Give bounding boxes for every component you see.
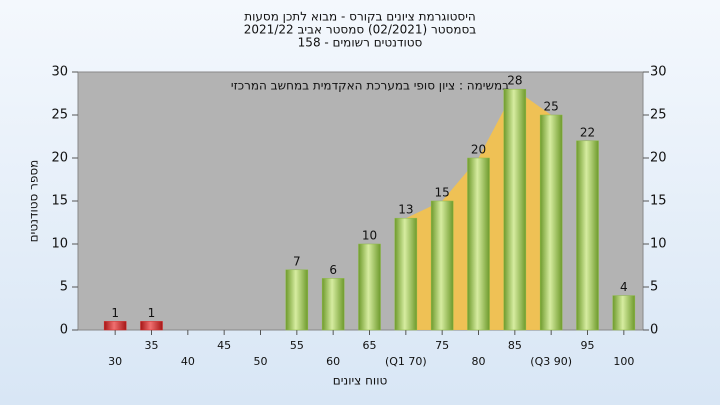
x-tick-label: 85: [508, 339, 522, 352]
y-tick-label: 30: [51, 65, 68, 80]
value-label: 7: [293, 254, 301, 268]
bar: [430, 200, 454, 331]
value-label: 13: [398, 203, 413, 217]
chart-subtitle: סטודנטים רשומים - 158: [298, 36, 423, 50]
y-axis-label: מספר סטודנטים: [27, 160, 41, 243]
value-label: 1: [111, 306, 119, 320]
x-tick-label: 75: [435, 339, 449, 352]
y-tick-label: 15: [650, 194, 667, 209]
y-tick-label: 0: [650, 323, 658, 338]
bar: [140, 321, 163, 331]
value-label: 22: [580, 125, 595, 139]
bar: [539, 114, 563, 331]
bar: [358, 243, 381, 331]
bar: [394, 217, 418, 331]
value-label: 4: [620, 280, 628, 294]
value-label: 20: [471, 143, 486, 157]
y-tick-label: 30: [650, 65, 667, 80]
value-label: 6: [329, 263, 337, 277]
x-tick-label: 30: [108, 355, 122, 368]
bar: [321, 278, 345, 331]
x-tick-label: 45: [217, 339, 231, 352]
x-tick-label: 80: [472, 355, 486, 368]
y-tick-label: 25: [650, 108, 667, 123]
y-tick-label: 5: [60, 280, 68, 295]
bar: [467, 157, 490, 331]
annotation: במשימה : ציון סופי במערכת האקדמית במחשב …: [231, 79, 509, 93]
x-tick-label: 100: [613, 355, 634, 368]
x-tick-label: 40: [181, 355, 195, 368]
x-tick-label: 50: [254, 355, 268, 368]
y-tick-label: 20: [51, 151, 68, 166]
chart-subtitle: בסמסטר (02/2021) סמסטר אביב 2021/22: [244, 23, 476, 37]
value-label: 1: [148, 306, 156, 320]
value-label: 25: [544, 100, 559, 114]
value-label: 28: [507, 74, 522, 88]
y-tick-label: 5: [650, 280, 658, 295]
value-label: 10: [362, 229, 377, 243]
bar: [576, 140, 599, 331]
y-tick-label: 10: [650, 237, 667, 252]
bar: [103, 321, 127, 331]
y-tick-label: 15: [51, 194, 68, 209]
y-tick-label: 10: [51, 237, 68, 252]
x-tick-label: 55: [290, 339, 304, 352]
bar: [285, 269, 309, 331]
x-tick-label: 35: [145, 339, 159, 352]
chart-title: היסטוגרמת ציונים בקורס - מבוא לתכן מסעות: [244, 10, 475, 24]
x-tick-label: (Q3 90): [530, 355, 572, 368]
x-tick-label: 65: [363, 339, 377, 352]
y-tick-label: 0: [60, 323, 68, 338]
x-axis-label: טווח ציונים: [333, 374, 388, 388]
value-label: 15: [435, 186, 450, 200]
y-tick-label: 20: [650, 151, 667, 166]
y-tick-label: 25: [51, 108, 68, 123]
bar: [503, 88, 527, 331]
x-tick-label: 60: [326, 355, 340, 368]
bar: [612, 295, 636, 331]
x-tick-label: 95: [581, 339, 595, 352]
x-tick-label: (Q1 70): [385, 355, 427, 368]
